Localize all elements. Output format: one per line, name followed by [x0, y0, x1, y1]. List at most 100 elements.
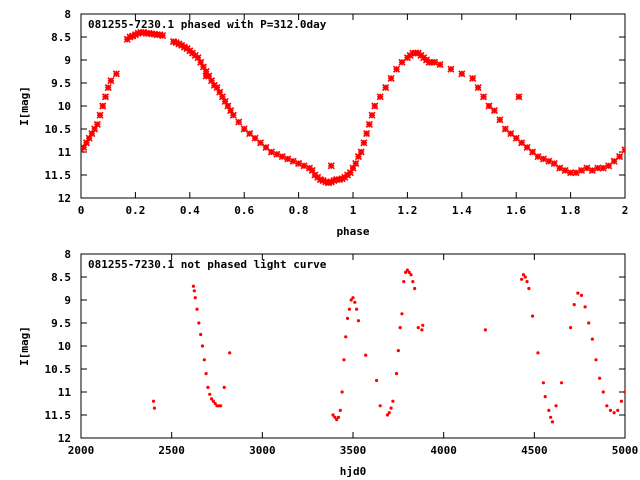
- phased-data-point: [278, 153, 286, 161]
- phased-data-point: [112, 70, 120, 78]
- phased-data-point: [129, 32, 137, 40]
- phased-data-point: [490, 107, 499, 115]
- unphased-data-point: [559, 381, 564, 385]
- unphased-data-point: [523, 275, 527, 279]
- phased-ytick-label: 8: [64, 8, 71, 21]
- unphased-data-point: [351, 296, 355, 300]
- unphased-data-point: [549, 415, 553, 419]
- phased-data-point: [93, 120, 101, 128]
- phased-data-point: [229, 111, 237, 119]
- unphased-data-point: [200, 344, 205, 348]
- phased-data-point: [202, 72, 210, 80]
- phased-data-point: [82, 139, 91, 147]
- unphased-data-point: [400, 312, 404, 316]
- unphased-data-point: [616, 408, 620, 412]
- unphased-data-point: [364, 353, 368, 357]
- phased-data-point: [528, 148, 537, 156]
- phased-xtick-label: 2: [622, 204, 629, 217]
- unphased-data-point: [340, 390, 344, 394]
- unphased-data-point: [590, 337, 594, 341]
- unphased-data-point: [409, 273, 413, 277]
- phased-data-point: [267, 148, 275, 156]
- phased-data-point: [256, 139, 265, 147]
- phased-data-point: [107, 77, 115, 85]
- unphased-data-point: [403, 270, 408, 274]
- phased-data-point: [507, 130, 515, 138]
- unphased-data-point: [420, 328, 424, 332]
- unphased-data-point: [569, 326, 573, 330]
- phased-data-point: [363, 130, 371, 138]
- unphased-data-point: [213, 401, 217, 406]
- phased-data-point: [156, 31, 164, 39]
- phased-data-point: [518, 139, 526, 147]
- phased-data-point: [319, 176, 327, 185]
- unphased-data-point: [527, 286, 531, 291]
- unphased-data-point: [202, 358, 206, 362]
- phased-data-point: [398, 58, 406, 66]
- unphased-xtick-label: 3500: [340, 444, 367, 457]
- unphased-data-point: [579, 293, 584, 297]
- phased-data-point: [207, 77, 216, 85]
- phased-data-point: [172, 38, 180, 47]
- unphased-plot-title: 081255-7230.1 not phased light curve: [88, 258, 327, 271]
- unphased-data-point: [331, 413, 335, 417]
- unphased-data-point: [349, 298, 353, 302]
- unphased-data-point: [587, 321, 591, 325]
- phased-data-point: [134, 29, 142, 37]
- phased-data-point: [594, 164, 602, 172]
- unphased-data-point: [402, 280, 406, 284]
- phased-data-point: [131, 31, 139, 39]
- phased-data-point: [567, 169, 575, 177]
- phased-data-point: [202, 67, 210, 76]
- phased-data-point: [85, 134, 93, 142]
- unphased-data-point: [398, 326, 402, 330]
- phased-ytick-label: 8.5: [51, 31, 71, 44]
- unphased-data-point: [336, 415, 341, 419]
- unphased-data-point: [391, 399, 395, 403]
- phased-xtick-label: 1.2: [397, 204, 417, 217]
- unphased-data-point: [387, 411, 391, 415]
- phased-plot-title: 081255-7230.1 phased with P=312.0day: [88, 18, 327, 31]
- phased-ytick-label: 12: [58, 192, 71, 205]
- phased-data-point: [615, 153, 624, 161]
- phased-data-point: [436, 61, 444, 69]
- unphased-data-point: [520, 277, 524, 281]
- phased-data-point: [221, 97, 229, 105]
- phased-data-point: [469, 74, 477, 82]
- unphased-data-point: [547, 408, 551, 412]
- phased-data-point: [485, 102, 493, 110]
- unphased-data-point: [209, 397, 214, 401]
- unphased-data-point: [394, 372, 399, 376]
- phased-y-axis-label: I[mag]: [18, 86, 31, 126]
- unphased-data-point: [530, 314, 535, 318]
- phased-data-point: [169, 38, 178, 46]
- phased-data-point: [327, 178, 335, 186]
- phased-data-point: [175, 40, 183, 48]
- phased-data-point: [349, 164, 357, 172]
- unphased-data-point: [208, 392, 212, 396]
- phased-ytick-label: 10.5: [45, 123, 72, 136]
- unphased-data-point: [335, 418, 339, 422]
- unphased-y-axis-label: I[mag]: [18, 326, 31, 366]
- unphased-ytick-label: 9.5: [51, 317, 71, 330]
- unphased-data-point: [416, 326, 420, 330]
- phased-xtick-label: 0: [78, 204, 85, 217]
- phased-data-point: [224, 102, 232, 110]
- unphased-data-point: [407, 270, 411, 274]
- phased-data-point: [539, 155, 547, 163]
- phased-data-point: [357, 148, 365, 156]
- phased-data-point: [365, 120, 373, 128]
- unphased-data-point: [411, 280, 415, 284]
- phased-xtick-label: 0.2: [125, 204, 145, 217]
- phased-data-point: [199, 63, 207, 71]
- unphased-data-point: [521, 273, 526, 277]
- unphased-data-point: [222, 385, 226, 389]
- phased-xtick-label: 1: [350, 204, 357, 217]
- phased-data-point: [474, 84, 482, 92]
- phased-data-point: [346, 169, 354, 177]
- unphased-data-point: [543, 395, 547, 399]
- phased-data-point: [605, 162, 613, 170]
- phased-data-point: [227, 107, 235, 115]
- unphased-ytick-label: 12: [58, 432, 71, 445]
